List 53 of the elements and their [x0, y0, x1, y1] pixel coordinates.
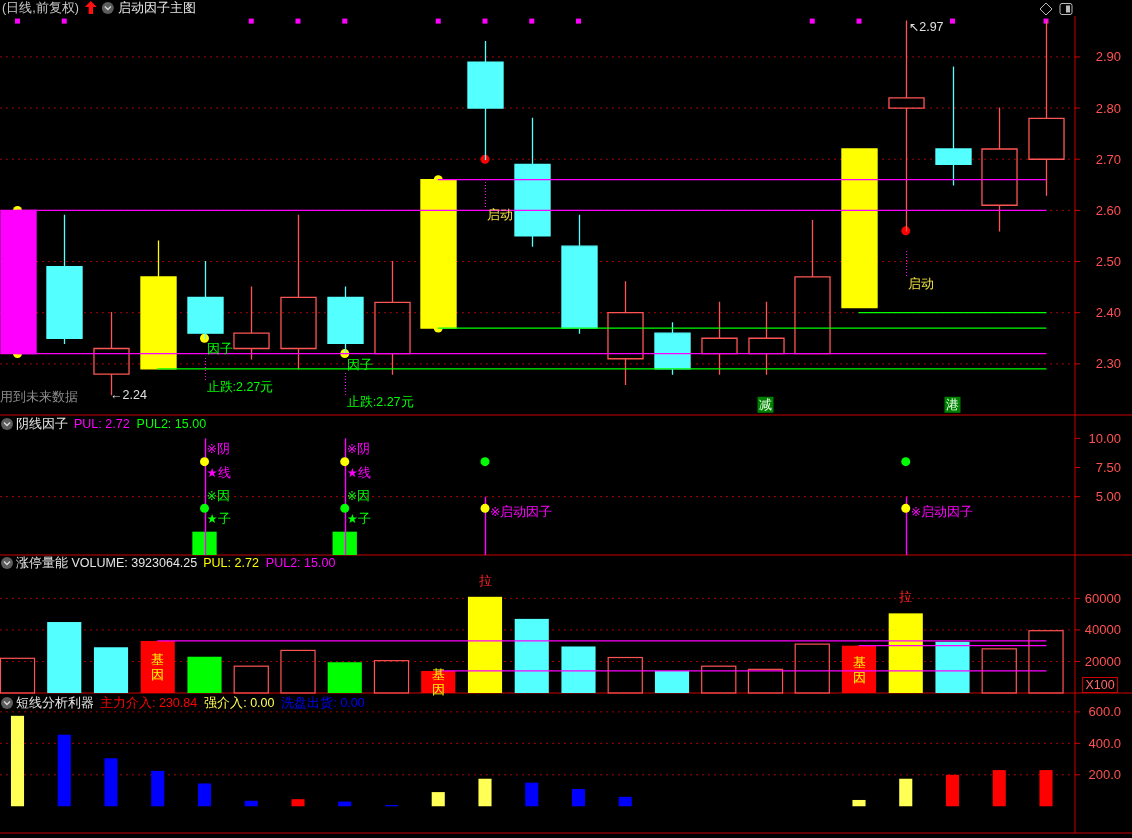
text: PUL: 2.72 — [203, 556, 259, 570]
y-tick-label: 10.00 — [1088, 430, 1121, 446]
data-label: 拉 — [899, 590, 913, 605]
annotation: 止跌:2.27元 — [206, 380, 274, 394]
text: 主力介入: 230.84 — [100, 695, 198, 710]
data-label: 因子 — [206, 342, 233, 357]
y-tick-label: 60000 — [1084, 590, 1121, 606]
annotation: ↖2.97 — [908, 20, 944, 34]
y-tick-label: 7.50 — [1095, 460, 1121, 475]
annotation: 用到未来数据 — [0, 390, 78, 404]
text: 强介入: 0.00 — [204, 696, 275, 710]
text: 洗盘出货: 0.00 — [281, 696, 365, 710]
annotation: 启动 — [487, 207, 513, 222]
y-tick-label: 40000 — [1084, 622, 1121, 638]
y-tick-label: 20000 — [1084, 653, 1121, 669]
chart-title: (日线,前复权) — [2, 1, 79, 15]
data-label: 因子 — [346, 357, 373, 372]
chart-title: 短线分析利器 — [16, 696, 94, 710]
data-label: ※因 — [206, 489, 230, 504]
annotation: ※启动因子 — [490, 504, 553, 519]
y-tick-label: 2.40 — [1095, 305, 1121, 321]
data-label: 基因 — [852, 654, 866, 685]
text: PUL2: 15.00 — [265, 556, 336, 570]
text: X100 — [1085, 678, 1115, 692]
chart-subtitle: 启动因子主图 — [117, 0, 196, 15]
data-label: ※因 — [346, 489, 371, 504]
y-tick-label: 2.70 — [1095, 151, 1121, 167]
y-tick-label: 2.60 — [1095, 202, 1121, 218]
annotation: ※阴 — [346, 442, 371, 456]
annotation: ※启动因子 — [910, 504, 974, 519]
y-tick-label: 400.0 — [1088, 735, 1121, 751]
data-label: ★子 — [206, 511, 231, 526]
text: PUL: 2.72 — [74, 417, 130, 431]
y-tick-label: 600.0 — [1088, 704, 1121, 720]
y-tick-label: 2.90 — [1095, 49, 1121, 65]
y-tick-label: 200.0 — [1088, 767, 1121, 783]
data-label: ★子 — [346, 511, 371, 526]
data-label: 基因 — [431, 666, 445, 697]
y-tick-label: 2.80 — [1095, 100, 1121, 116]
annotation: 止跌:2.27元 — [346, 395, 414, 409]
chart-title: 涨停量能 VOLUME: 3923064.25 — [16, 556, 198, 570]
text: PUL2: 15.00 — [136, 417, 207, 431]
y-tick-label: 2.50 — [1095, 254, 1121, 270]
data-label: ★线 — [346, 465, 371, 480]
data-label: 拉 — [478, 573, 492, 588]
annotation: ←2.24 — [110, 387, 147, 402]
chart-title: 阴线因子 — [16, 417, 68, 431]
data-label: ★线 — [206, 465, 231, 480]
data-label: 基因 — [151, 651, 165, 682]
y-tick-label: 5.00 — [1095, 489, 1121, 505]
annotation: ※阴 — [206, 442, 230, 456]
annotation: 启动 — [907, 276, 934, 291]
y-tick-label: 2.30 — [1095, 356, 1121, 372]
